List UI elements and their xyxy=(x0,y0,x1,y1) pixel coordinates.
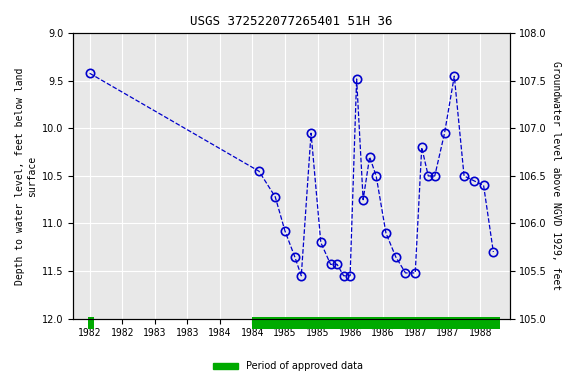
Legend: Period of approved data: Period of approved data xyxy=(210,358,366,375)
Y-axis label: Groundwater level above NGVD 1929, feet: Groundwater level above NGVD 1929, feet xyxy=(551,61,561,291)
Y-axis label: Depth to water level, feet below land
surface: Depth to water level, feet below land su… xyxy=(15,67,37,285)
Title: USGS 372522077265401 51H 36: USGS 372522077265401 51H 36 xyxy=(190,15,393,28)
